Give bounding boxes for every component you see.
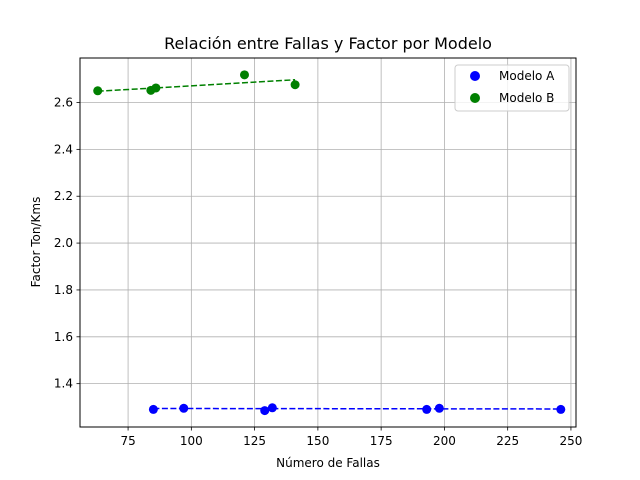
data-point-modelo-a <box>148 404 158 414</box>
data-point-modelo-a <box>179 403 189 413</box>
legend-label-modelo-a: Modelo A <box>499 69 555 83</box>
x-tick-label: 75 <box>120 434 135 448</box>
data-point-modelo-a <box>267 403 277 413</box>
legend-marker-modelo-a <box>470 71 480 81</box>
legend: Modelo A Modelo B <box>454 64 570 112</box>
x-tick-label: 200 <box>433 434 456 448</box>
x-axis-label: Número de Fallas <box>276 456 380 470</box>
data-point-modelo-a <box>260 406 270 416</box>
x-tick-label: 125 <box>243 434 266 448</box>
grid <box>80 58 576 427</box>
data-point-modelo-b <box>239 70 249 80</box>
trend-lines <box>97 79 561 410</box>
legend-box <box>454 64 570 112</box>
y-tick-label: 1.8 <box>54 283 73 297</box>
data-point-modelo-b <box>93 86 103 96</box>
legend-marker-modelo-b <box>470 93 480 103</box>
x-tick-label: 150 <box>306 434 329 448</box>
data-point-modelo-a <box>434 403 444 413</box>
chart-title: Relación entre Fallas y Factor por Model… <box>164 34 492 53</box>
plot-frame <box>79 57 577 428</box>
data-point-modelo-a <box>422 404 432 414</box>
data-points <box>93 70 566 416</box>
x-tick-label: 175 <box>370 434 393 448</box>
legend-label-modelo-b: Modelo B <box>499 91 554 105</box>
y-tick-label: 2.4 <box>54 142 73 156</box>
trend-line-modelo-b <box>97 79 296 93</box>
y-tick-label: 2.2 <box>54 189 73 203</box>
y-axis-label: Factor Ton/Kms <box>29 197 43 288</box>
x-tick-label: 250 <box>559 434 582 448</box>
y-tick-label: 2.6 <box>54 96 73 110</box>
data-point-modelo-a <box>556 404 566 414</box>
y-tick-label: 2.0 <box>54 236 73 250</box>
y-tick-label: 1.6 <box>54 330 73 344</box>
x-axis-ticks: 75 100 125 150 175 200 225 250 <box>120 427 582 448</box>
x-tick-label: 225 <box>496 434 519 448</box>
data-point-modelo-b <box>151 83 161 93</box>
x-tick-label: 100 <box>180 434 203 448</box>
data-point-modelo-b <box>290 80 300 90</box>
y-tick-label: 1.4 <box>54 377 73 391</box>
y-axis-ticks: 1.4 1.6 1.8 2.0 2.2 2.4 2.6 <box>54 96 80 391</box>
